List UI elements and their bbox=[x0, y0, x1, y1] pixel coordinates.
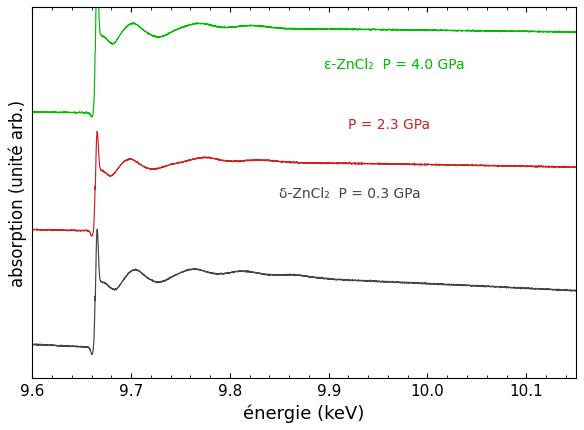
X-axis label: énergie (keV): énergie (keV) bbox=[244, 403, 365, 422]
Text: δ-ZnCl₂  P = 0.3 GPa: δ-ZnCl₂ P = 0.3 GPa bbox=[279, 187, 421, 201]
Text: ε-ZnCl₂  P = 4.0 GPa: ε-ZnCl₂ P = 4.0 GPa bbox=[324, 58, 464, 72]
Y-axis label: absorption (unité arb.): absorption (unité arb.) bbox=[8, 100, 27, 286]
Text: P = 2.3 GPa: P = 2.3 GPa bbox=[349, 117, 430, 131]
